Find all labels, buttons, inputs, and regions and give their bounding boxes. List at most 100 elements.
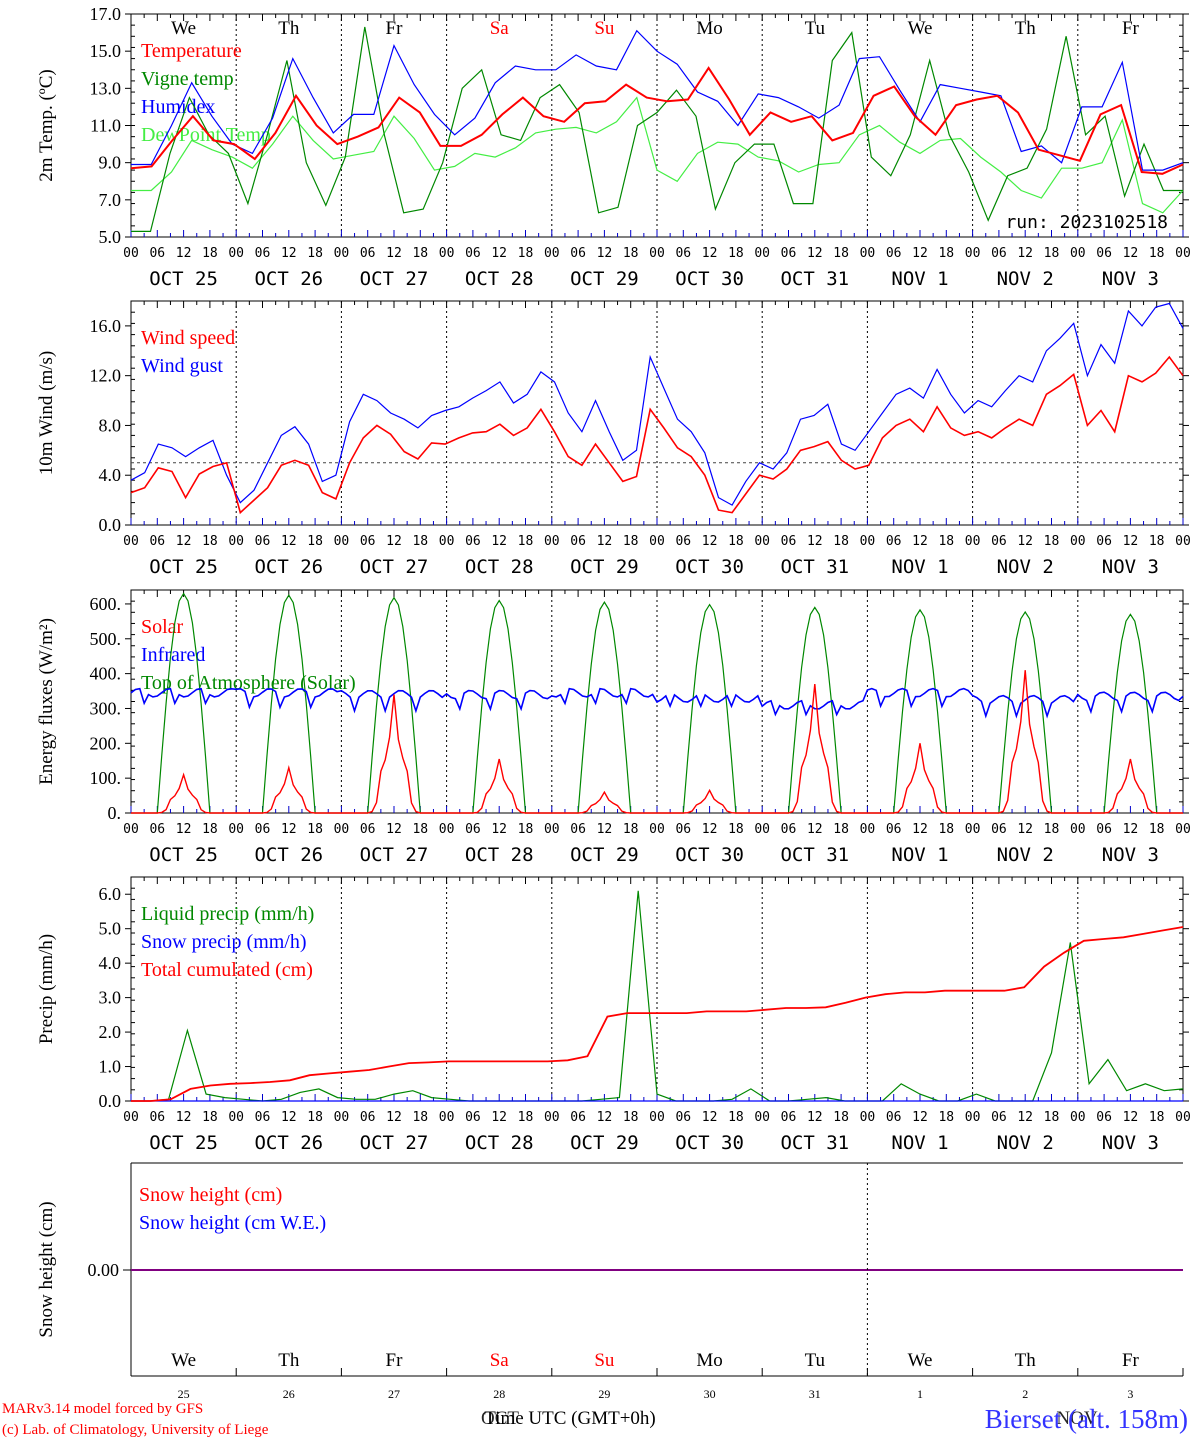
hour-tick-label: 00: [123, 1110, 139, 1125]
hour-tick-label: 18: [938, 1110, 954, 1125]
y-tick-label: 0.00: [88, 1260, 120, 1280]
hour-tick-label: 00: [754, 246, 770, 261]
hour-tick-label: 06: [886, 246, 902, 261]
hour-tick-label: 06: [886, 822, 902, 837]
hour-tick-label: 00: [1070, 246, 1086, 261]
day-label: OCT 30: [675, 556, 744, 578]
weekday-label: Mo: [696, 18, 722, 39]
hour-tick-label: 06: [675, 534, 691, 549]
y-axis-title: Precip (mm/h): [36, 934, 57, 1044]
y-tick-label: 13.0: [90, 78, 122, 98]
hour-tick-label: 12: [281, 1110, 297, 1125]
day-label: OCT 30: [675, 1132, 744, 1154]
weekday-label: Fr: [1122, 18, 1140, 39]
vigne-temp-line: [131, 26, 1183, 232]
hour-tick-label: 06: [570, 822, 586, 837]
hour-tick-label: 18: [938, 534, 954, 549]
hour-tick-label: 18: [202, 534, 218, 549]
hour-tick-label: 00: [860, 822, 876, 837]
x-axis-title: Time UTC (GMT+0h): [484, 1408, 656, 1429]
run-label: run: 2023102518: [1005, 212, 1168, 233]
total-cumulated-line: [131, 926, 1184, 1102]
hour-tick-label: 06: [1096, 534, 1112, 549]
hour-tick-label: 06: [886, 1110, 902, 1125]
hour-tick-label: 18: [518, 534, 534, 549]
hour-tick-label: 00: [965, 1110, 981, 1125]
day-label: OCT 31: [780, 556, 849, 578]
hour-tick-label: 00: [334, 534, 350, 549]
temperature-panel: 5.0 7.0 9.0 11.0 13.0 15.0 17.0 00 06 12 18 OCT 25 0…: [36, 4, 1191, 290]
hour-tick-label: 12: [702, 822, 718, 837]
hour-tick-label: 18: [623, 246, 639, 261]
hour-tick-label: 00: [439, 246, 455, 261]
hour-tick-label: 18: [1044, 822, 1060, 837]
hour-tick-label: 18: [833, 1110, 849, 1125]
hour-tick-label: 18: [938, 822, 954, 837]
hour-tick-label: 06: [570, 534, 586, 549]
credit-line-1: MARv3.14 model forced by GFS: [2, 1401, 203, 1417]
day-label: OCT 25: [149, 556, 218, 578]
hour-tick-label: 18: [728, 822, 744, 837]
energy-panel: 0. 100. 200. 300. 400. 500. 600. 00 06 12 18 OCT 25…: [36, 589, 1191, 866]
day-number-label: 29: [598, 1387, 610, 1401]
hour-tick-label: 00: [1175, 822, 1191, 837]
station-label: Bierset (alt. 158m): [985, 1404, 1188, 1434]
legend-entry: Solar: [141, 616, 184, 638]
hour-tick-label: 06: [675, 246, 691, 261]
hour-tick-label: 12: [491, 246, 507, 261]
legend-entry: Top of Atmosphere (Solar): [141, 672, 356, 694]
day-number-label: 3: [1127, 1387, 1133, 1401]
hour-tick-label: 06: [570, 246, 586, 261]
hour-tick-label: 12: [386, 1110, 402, 1125]
weekday-label: Tu: [805, 18, 826, 39]
hour-tick-label: 18: [833, 534, 849, 549]
hour-tick-label: 12: [1017, 246, 1033, 261]
hour-tick-label: 00: [228, 822, 244, 837]
day-label: OCT 27: [360, 1132, 429, 1154]
hour-tick-label: 06: [675, 1110, 691, 1125]
hour-tick-label: 00: [123, 822, 139, 837]
hour-tick-label: 18: [202, 822, 218, 837]
day-number-label: 25: [178, 1387, 190, 1401]
hour-tick-label: 18: [1149, 822, 1165, 837]
hour-tick-label: 18: [307, 822, 323, 837]
hour-tick-label: 00: [439, 822, 455, 837]
legend-entry: Snow height (cm): [139, 1184, 282, 1206]
weekday-label: Tu: [805, 1350, 826, 1371]
hour-tick-label: 12: [912, 534, 928, 549]
legend-entry: Infrared: [141, 644, 205, 666]
hour-tick-label: 00: [754, 822, 770, 837]
day-label: OCT 25: [149, 1132, 218, 1154]
hour-tick-label: 06: [991, 1110, 1007, 1125]
hour-tick-label: 12: [807, 246, 823, 261]
y-axis-title: Energy fluxes (W/m²): [36, 618, 57, 785]
y-tick-label: 1.0: [99, 1057, 122, 1077]
weekday-label: Sa: [490, 18, 510, 39]
day-label: NOV 2: [997, 268, 1054, 290]
hour-tick-label: 00: [965, 534, 981, 549]
hour-tick-label: 00: [1175, 534, 1191, 549]
day-label: OCT 26: [254, 844, 323, 866]
hour-tick-label: 18: [412, 246, 428, 261]
y-tick-label: 2.0: [99, 1022, 122, 1042]
hour-tick-label: 18: [307, 534, 323, 549]
hour-tick-label: 12: [491, 1110, 507, 1125]
hour-tick-label: 06: [886, 534, 902, 549]
y-tick-label: 16.0: [90, 316, 122, 336]
day-label: OCT 28: [465, 1132, 534, 1154]
hour-tick-label: 06: [781, 822, 797, 837]
y-tick-label: 0.0: [99, 1091, 122, 1111]
weekday-label: We: [171, 1350, 196, 1371]
hour-tick-label: 18: [728, 534, 744, 549]
day-label: OCT 27: [360, 844, 429, 866]
infrared-line: [130, 687, 1184, 719]
y-axis-title: 10m Wind (m/s): [36, 351, 57, 476]
hour-tick-label: 00: [544, 822, 560, 837]
legend-entry: Liquid precip (mm/h): [141, 903, 314, 925]
hour-tick-label: 00: [649, 822, 665, 837]
hour-tick-label: 12: [1123, 1110, 1139, 1125]
hour-tick-label: 18: [518, 822, 534, 837]
hour-tick-label: 06: [1096, 1110, 1112, 1125]
hour-tick-label: 06: [149, 534, 165, 549]
